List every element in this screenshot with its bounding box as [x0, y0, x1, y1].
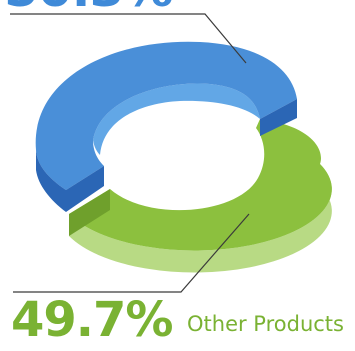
slice-blue-end-face-right — [260, 99, 297, 136]
slice-other-products-end-face — [69, 189, 110, 236]
leader-line-other-products — [13, 213, 250, 293]
slice-blue-inner-wall — [93, 83, 260, 155]
other-products-percent: 49.7% — [11, 292, 174, 348]
slice-blue-end-face-left — [66, 166, 104, 212]
slice-other-products-side — [69, 164, 332, 273]
slice-blue — [35, 41, 298, 190]
slice-other-products — [69, 119, 332, 251]
other-products-label: Other Products — [187, 312, 344, 336]
slice-blue-side — [36, 150, 66, 212]
leader-line-blue — [10, 13, 247, 64]
blue-slice-percent: 50.3% — [4, 0, 173, 14]
